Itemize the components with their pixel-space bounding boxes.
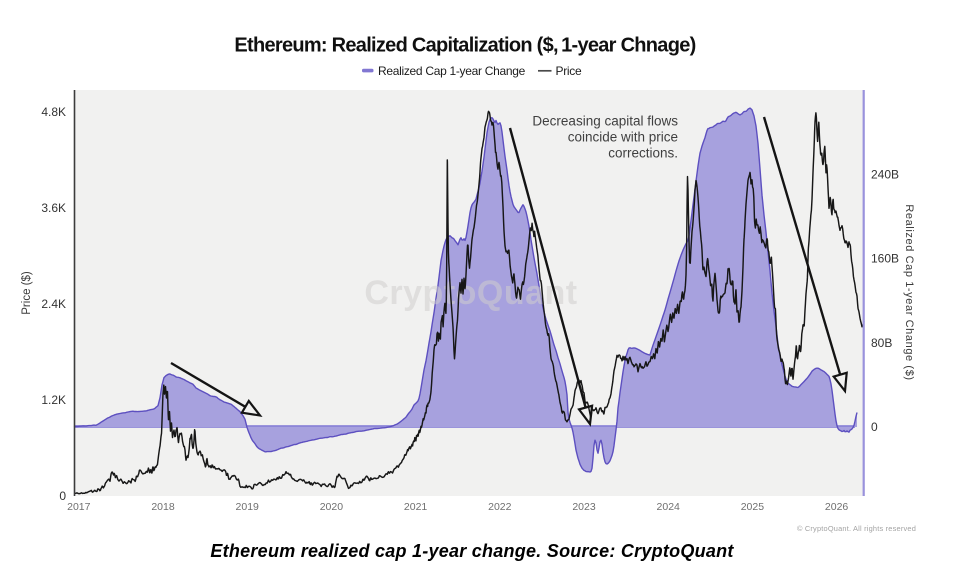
svg-text:240B: 240B: [871, 167, 899, 181]
svg-text:Price: Price: [556, 64, 582, 78]
svg-text:3.6K: 3.6K: [41, 201, 66, 215]
svg-text:2025: 2025: [741, 501, 765, 513]
svg-text:Realized Cap 1-year Change: Realized Cap 1-year Change: [378, 64, 526, 78]
svg-text:160B: 160B: [871, 252, 899, 266]
svg-text:2026: 2026: [825, 501, 849, 513]
svg-text:Realized Cap 1-year Change ($): Realized Cap 1-year Change ($): [903, 204, 915, 380]
svg-text:2022: 2022: [488, 501, 512, 513]
svg-text:2021: 2021: [404, 501, 428, 513]
svg-text:0: 0: [59, 489, 66, 503]
svg-text:2020: 2020: [320, 501, 344, 513]
svg-text:Price ($): Price ($): [21, 271, 33, 315]
svg-text:corrections.: corrections.: [608, 146, 678, 161]
svg-text:1.2K: 1.2K: [41, 393, 66, 407]
svg-text:2019: 2019: [236, 501, 260, 513]
svg-text:2018: 2018: [151, 501, 175, 513]
svg-text:2.4K: 2.4K: [41, 297, 66, 311]
svg-text:80B: 80B: [871, 336, 892, 350]
svg-text:2017: 2017: [67, 501, 91, 513]
svg-text:2024: 2024: [657, 501, 681, 513]
svg-text:Ethereum realized cap 1-year c: Ethereum realized cap 1-year change. Sou…: [210, 541, 734, 561]
svg-text:0: 0: [871, 420, 878, 434]
svg-text:2023: 2023: [572, 501, 596, 513]
svg-text:Decreasing capital flows: Decreasing capital flows: [532, 114, 678, 129]
svg-text:coincide with price: coincide with price: [568, 130, 678, 145]
svg-text:© CryptoQuant. All rights rese: © CryptoQuant. All rights reserved: [797, 524, 916, 533]
svg-text:Ethereum: Realized Capitalizat: Ethereum: Realized Capitalization ($, 1-…: [234, 35, 695, 57]
svg-text:4.8K: 4.8K: [41, 105, 66, 119]
svg-text:CryptoQuant: CryptoQuant: [364, 274, 577, 312]
